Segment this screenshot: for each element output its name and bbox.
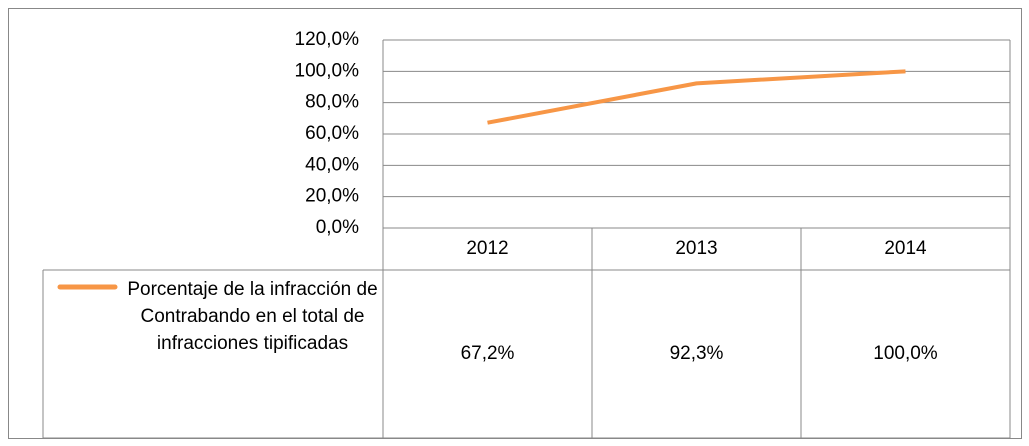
- table-value: 92,3%: [670, 343, 724, 364]
- table-value: 67,2%: [461, 343, 515, 364]
- x-tick-label: 2014: [884, 238, 927, 259]
- y-tick-label: 0,0%: [316, 217, 359, 238]
- y-tick-label: 60,0%: [305, 123, 359, 144]
- y-tick-label: 40,0%: [305, 154, 359, 175]
- y-tick-label: 20,0%: [305, 186, 359, 207]
- legend-label: Porcentaje de la infracción de Contraban…: [127, 279, 378, 354]
- y-tick-label: 80,0%: [305, 92, 359, 113]
- table-value: 100,0%: [873, 343, 938, 364]
- y-tick-label: 100,0%: [295, 60, 360, 81]
- x-tick-label: 2013: [675, 238, 717, 259]
- y-tick-label: 120,0%: [295, 29, 360, 50]
- x-tick-label: 2012: [466, 238, 508, 259]
- line: [487, 69, 906, 125]
